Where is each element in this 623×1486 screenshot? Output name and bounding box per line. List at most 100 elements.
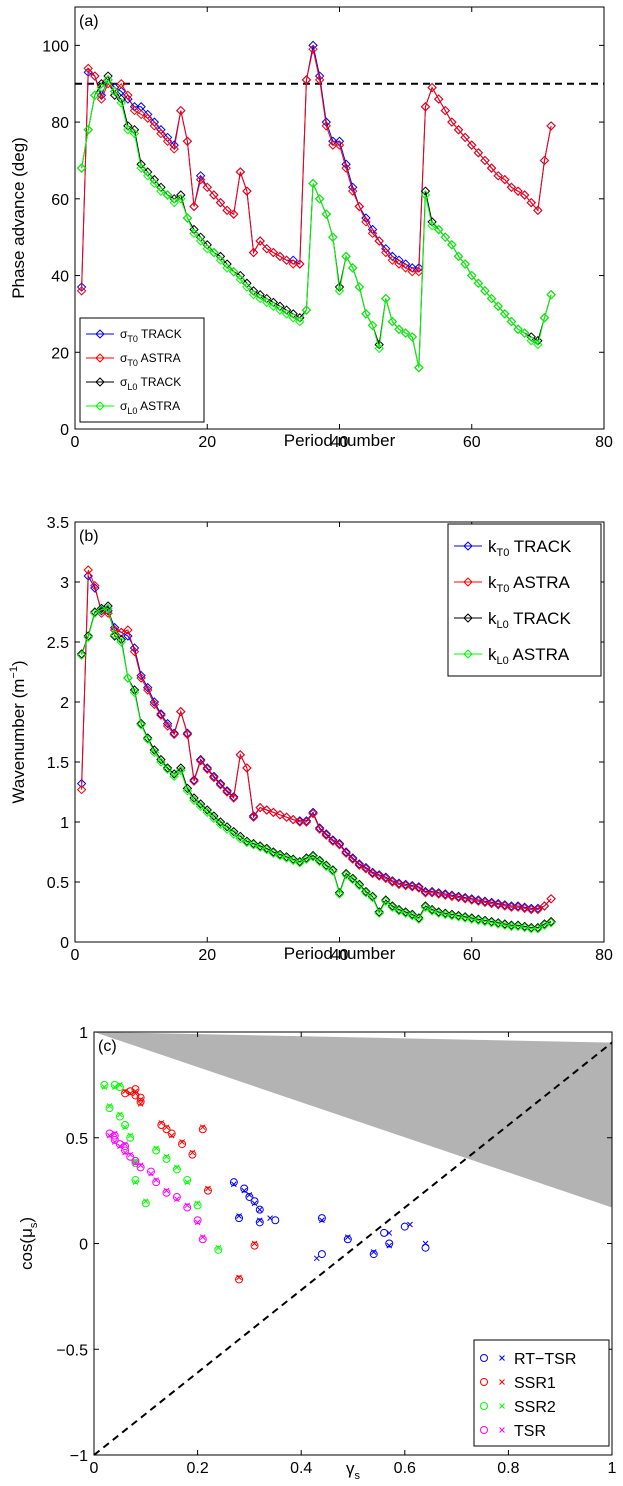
c-point-circle — [105, 1129, 114, 1138]
c-point-cross — [174, 1164, 180, 1171]
c-point-circle — [343, 1235, 352, 1244]
b-series-point — [400, 880, 411, 891]
b-series-point — [460, 913, 470, 923]
c-point-cross — [137, 1096, 144, 1103]
b-series-point — [202, 805, 212, 815]
a-series-point — [156, 186, 166, 196]
b-series-point — [513, 920, 523, 930]
a-series-point — [242, 186, 252, 196]
b-series-point — [354, 880, 365, 891]
b-series-point — [143, 733, 153, 743]
c-point-circle — [183, 1176, 192, 1185]
b-series-point — [262, 844, 272, 855]
c-point-cross — [117, 1143, 123, 1150]
c-point-circle — [121, 1121, 130, 1130]
c-point-circle — [131, 1085, 140, 1094]
b-series-point — [427, 888, 437, 898]
a-series-point — [400, 328, 411, 338]
b-series-point — [453, 892, 464, 903]
b-series-point — [440, 890, 451, 900]
b-series-point — [387, 876, 398, 886]
b-series-point — [493, 898, 503, 909]
c-point-cross — [132, 1090, 139, 1097]
b-series-point — [195, 801, 206, 812]
c-point-circle — [115, 1112, 124, 1121]
a-ytick-label: 100 — [42, 38, 69, 55]
b-xtick-label: 60 — [463, 947, 481, 964]
b-series-point — [268, 847, 279, 857]
a-series-point — [354, 282, 365, 292]
b-series-point — [169, 729, 179, 740]
b-series-point — [493, 918, 503, 928]
b-series-point — [136, 673, 146, 683]
c-point-circle — [152, 1178, 161, 1187]
b-series-point — [420, 902, 431, 912]
a-series-point — [96, 94, 107, 104]
a-series-point — [268, 301, 279, 311]
c-point-circle — [198, 1235, 207, 1244]
b-series-point — [407, 880, 417, 891]
b-series-point — [381, 895, 391, 905]
a-series-line-3 — [81, 79, 552, 368]
a-series-point — [394, 324, 404, 334]
b-series-point — [149, 745, 160, 755]
c-legend — [473, 1339, 610, 1447]
a-series-point — [420, 190, 431, 200]
b-series-point — [381, 873, 391, 884]
a-series-point — [96, 82, 107, 93]
b-series-point — [136, 720, 146, 730]
b-series-point — [400, 879, 411, 890]
b-series-point — [76, 784, 87, 795]
a-series-point — [123, 94, 133, 104]
a-series-point — [255, 293, 265, 304]
b-series-point — [480, 896, 490, 906]
b-series-point — [447, 890, 457, 900]
c-point-circle — [136, 1093, 145, 1102]
c-point-cross — [137, 1162, 144, 1169]
b-panel-label: (b) — [79, 528, 99, 545]
c-point-cross — [205, 1185, 211, 1192]
b-series-point — [295, 817, 305, 827]
c-point-cross — [127, 1151, 134, 1158]
b-series-point — [341, 847, 351, 857]
a-ytick-label: 0 — [60, 422, 69, 439]
c-point-cross — [344, 1234, 351, 1241]
b-series-point — [486, 916, 497, 927]
b-series-point — [228, 793, 239, 803]
c-ytick-label: 0 — [79, 1237, 88, 1254]
c-point-cross — [132, 1158, 139, 1164]
c-point-circle — [126, 1152, 135, 1161]
b-series-point — [169, 728, 179, 738]
b-legend-entry: kL0 ASTRA — [488, 645, 570, 667]
c-point-cross — [215, 1244, 222, 1251]
b-series-point — [473, 895, 484, 905]
a-xlabel: Period number — [284, 431, 396, 450]
b-xtick-label: 40 — [331, 947, 349, 964]
a-series-point — [162, 190, 173, 200]
b-series-point — [143, 734, 153, 744]
b-series-point — [90, 607, 100, 617]
a-series-point — [334, 140, 345, 150]
c-legend-cross — [499, 1403, 505, 1409]
a-series-point — [116, 98, 126, 108]
b-series-point — [129, 687, 140, 698]
a-series-point — [308, 178, 318, 189]
a-series-point — [546, 121, 556, 131]
a-series-point — [288, 259, 298, 269]
a-series-point — [149, 121, 160, 131]
c-point-circle — [162, 1188, 171, 1197]
c-point-cross — [174, 1196, 180, 1202]
c-point-cross — [179, 1139, 185, 1145]
b-series-point — [341, 868, 351, 879]
b-series-point — [467, 913, 477, 923]
b-series-point — [394, 904, 404, 915]
b-legend-marker — [463, 613, 473, 623]
a-xtick-label: 40 — [331, 434, 349, 451]
c-point-cross — [168, 1132, 175, 1139]
b-series-point — [519, 903, 530, 914]
a-series-point — [215, 255, 226, 265]
b-series-point — [341, 870, 351, 880]
b-series-point — [182, 783, 193, 794]
b-series-point — [242, 763, 252, 773]
b-series-point — [222, 822, 232, 832]
